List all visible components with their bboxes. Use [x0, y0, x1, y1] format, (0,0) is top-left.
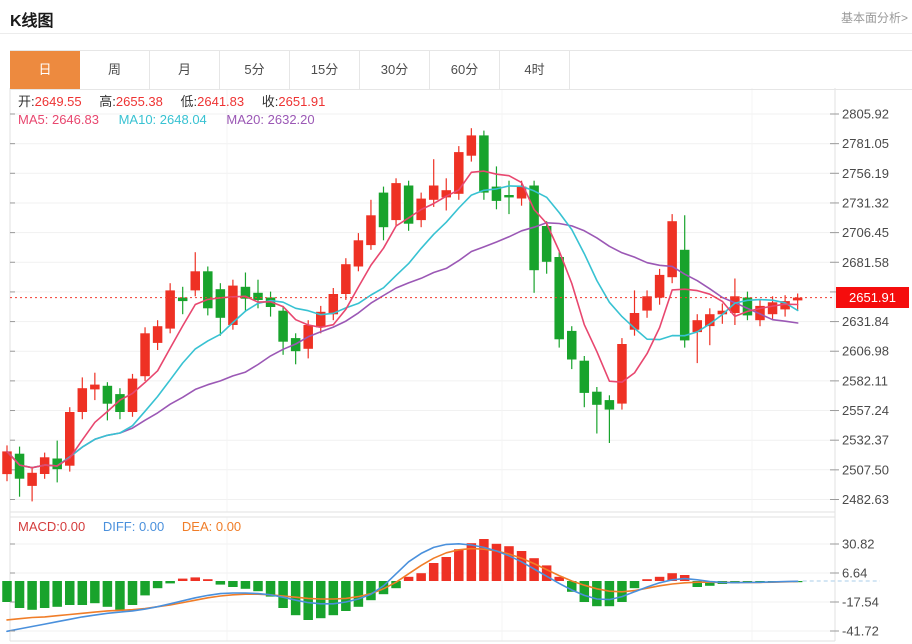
- ohlc-low: 低:2641.83: [180, 94, 245, 109]
- ohlc-row: 开:2649.55 高:2655.38 低:2641.83 收:2651.91: [18, 91, 339, 110]
- tab-周[interactable]: 周: [80, 51, 150, 89]
- ma-row: MA5: 2646.83 MA10: 2648.04 MA20: 2632.20: [18, 112, 331, 127]
- candles-layer: [2, 128, 803, 502]
- tab-60分[interactable]: 60分: [430, 51, 500, 89]
- ohlc-open: 开:2649.55: [18, 94, 82, 109]
- tab-5分[interactable]: 5分: [220, 51, 290, 89]
- ohlc-close: 收:2651.91: [261, 94, 326, 109]
- y-axis-label: 2507.50: [842, 462, 889, 477]
- y-axis-label: 6.64: [842, 566, 867, 581]
- panel-borders: [9, 88, 836, 642]
- dea-readout: DEA: 0.00: [181, 519, 242, 534]
- y-axis-label: 2532.37: [842, 433, 889, 448]
- y-axis-label: 2582.11: [842, 373, 888, 388]
- macd-layer: [2, 539, 803, 620]
- y-axis-main: 2805.92 2781.05 2756.19 2731.32 2706.45 2681.…: [10, 107, 889, 507]
- current-price-tag: 2651.91: [836, 287, 909, 308]
- ma5-line: [6, 170, 799, 469]
- diff-readout: DIFF: 0.00: [102, 519, 165, 534]
- macd-readout: MACD:0.00: [18, 519, 86, 534]
- ma5-readout: MA5: 2646.83: [18, 112, 99, 127]
- y-axis-label: 2557.24: [842, 403, 889, 418]
- tab-日[interactable]: 日: [10, 51, 80, 89]
- tab-月[interactable]: 月: [150, 51, 220, 89]
- y-axis-label: 2482.63: [842, 492, 889, 507]
- y-axis-label: 2631.84: [842, 314, 889, 329]
- y-axis-label: 30.82: [842, 537, 875, 552]
- ma10-line: [6, 185, 799, 469]
- y-axis-label: 2606.98: [842, 344, 889, 359]
- y-axis-label: 2805.92: [842, 107, 889, 122]
- y-axis-label: -17.54: [842, 595, 879, 610]
- grid-layer: [10, 88, 835, 641]
- ma10-readout: MA10: 2648.04: [118, 112, 207, 127]
- y-axis-label: 2731.32: [842, 195, 889, 210]
- macd-indicator-row: MACD:0.00 DIFF: 0.00 DEA: 0.00: [18, 519, 255, 534]
- page-title: K线图: [10, 13, 54, 30]
- tab-30分[interactable]: 30分: [360, 51, 430, 89]
- tab-4时[interactable]: 4时: [500, 51, 570, 89]
- y-axis-label: 2706.45: [842, 225, 889, 240]
- y-axis-label: 2781.05: [842, 136, 889, 151]
- y-axis-label: 2756.19: [842, 166, 889, 181]
- tab-15分[interactable]: 15分: [290, 51, 360, 89]
- y-axis-macd: 30.82 6.64 -17.54 -41.72: [10, 537, 879, 639]
- page-header: K线图 基本面分析>: [0, 0, 912, 34]
- ma20-line: [6, 222, 799, 469]
- ohlc-high: 高:2655.38: [99, 94, 163, 109]
- dea-line: [6, 547, 799, 621]
- diff-line: [6, 542, 799, 633]
- ma20-readout: MA20: 2632.20: [226, 112, 315, 127]
- fundamental-analysis-link[interactable]: 基本面分析>: [840, 11, 908, 25]
- period-tabbar: 日周月 5分 15分 30分 60分 4时: [10, 50, 912, 90]
- y-axis-label: 2681.58: [842, 255, 889, 270]
- y-axis-label: -41.72: [842, 624, 879, 639]
